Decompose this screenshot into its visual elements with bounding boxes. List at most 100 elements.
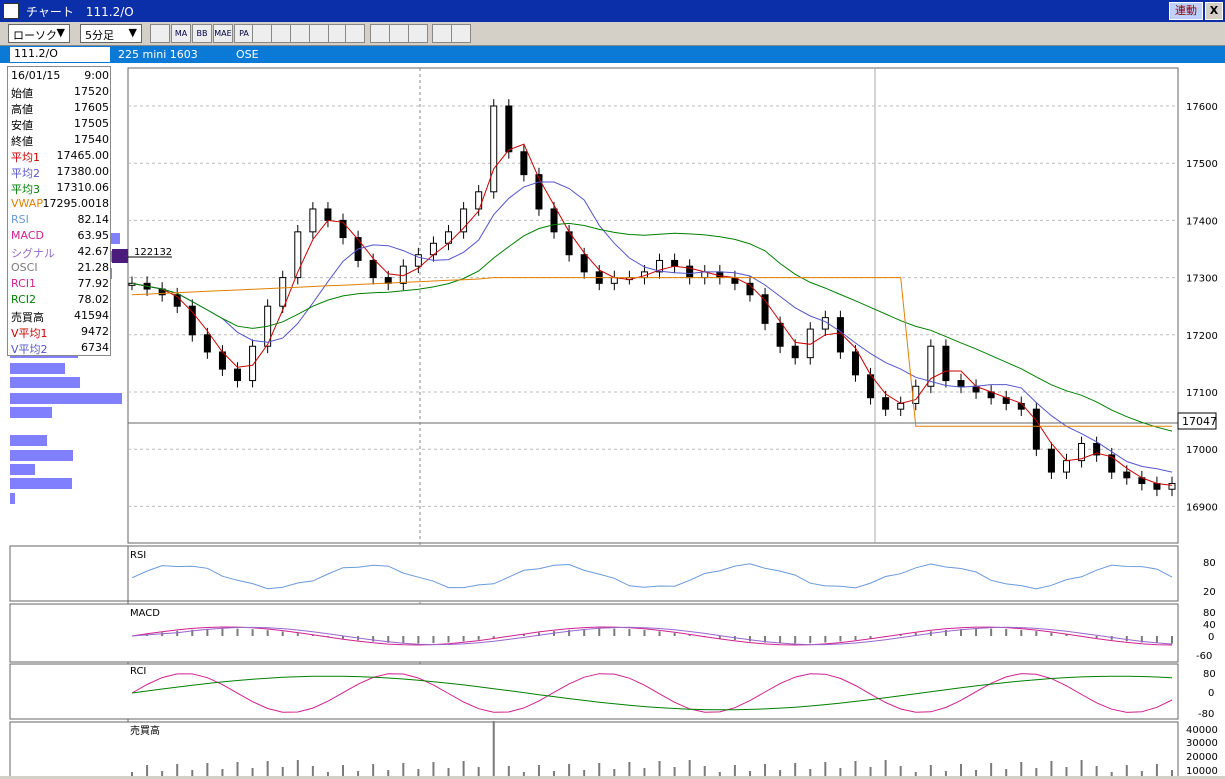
chevron-down-icon: ▼ bbox=[57, 26, 65, 39]
macd-histogram-bar bbox=[1020, 630, 1022, 636]
candle-body bbox=[250, 346, 256, 380]
volume-bar bbox=[809, 769, 811, 776]
macd-histogram-bar bbox=[870, 636, 872, 638]
data-panel-key: OSCI bbox=[11, 261, 38, 274]
symbol-label: 111.2/O bbox=[10, 47, 110, 62]
macd-histogram-bar bbox=[719, 636, 721, 638]
data-panel-key: RSI bbox=[11, 213, 29, 226]
volume-bar bbox=[975, 770, 977, 776]
chart-type-dropdown[interactable]: ローソク ▼ bbox=[8, 24, 70, 43]
macd-histogram-bar bbox=[417, 636, 419, 643]
volume-profile-bar bbox=[10, 478, 72, 489]
volume-bar bbox=[1156, 764, 1158, 776]
macd-histogram-bar bbox=[402, 636, 404, 643]
candle-body bbox=[325, 209, 331, 220]
candle-body bbox=[310, 209, 316, 232]
macd-histogram-bar bbox=[824, 636, 826, 643]
search-icon[interactable] bbox=[309, 24, 329, 43]
vol-tick-20000: 20000 bbox=[1186, 752, 1218, 763]
price-tick-label: 17100 bbox=[1186, 388, 1218, 399]
volume-bar bbox=[131, 772, 133, 776]
split-icon[interactable] bbox=[345, 24, 365, 43]
volume-bar bbox=[312, 766, 314, 776]
fibonacci-icon[interactable] bbox=[451, 24, 471, 43]
bb-button[interactable]: BB bbox=[192, 24, 212, 43]
chart-svg[interactable]: 1760017500174001730017200171001700016900… bbox=[0, 63, 1225, 776]
data-panel-value: 41594 bbox=[74, 309, 109, 322]
crosshair-icon[interactable] bbox=[271, 24, 291, 43]
volume-bar bbox=[960, 764, 962, 776]
data-panel-value: 9:00 bbox=[84, 69, 109, 82]
linked-button[interactable]: 連動 bbox=[1169, 2, 1203, 20]
interval-dropdown[interactable]: 5分足 ▼ bbox=[80, 24, 142, 43]
close-button[interactable]: X bbox=[1205, 2, 1223, 20]
eraser-icon[interactable] bbox=[408, 24, 428, 43]
exchange-label: OSE bbox=[236, 48, 259, 61]
macd-histogram-bar bbox=[1126, 636, 1128, 641]
trend-icon[interactable] bbox=[252, 24, 272, 43]
data-panel-key: 16/01/15 bbox=[11, 69, 60, 82]
data-panel-value: 78.02 bbox=[78, 293, 110, 306]
data-panel-value: 6734 bbox=[81, 341, 109, 354]
ma-button[interactable]: MA bbox=[171, 24, 191, 43]
data-panel-key: MACD bbox=[11, 229, 44, 242]
volume-bar bbox=[387, 770, 389, 776]
macd-histogram-bar bbox=[779, 636, 781, 643]
gear-icon[interactable] bbox=[432, 24, 452, 43]
volume-bar bbox=[1050, 761, 1052, 776]
candle-body bbox=[581, 255, 587, 272]
volume-bar bbox=[493, 721, 495, 776]
macd-histogram-bar bbox=[613, 629, 615, 636]
volume-bar bbox=[613, 769, 615, 776]
zoom-icon[interactable] bbox=[290, 24, 310, 43]
vol-tick-30000: 30000 bbox=[1186, 738, 1218, 749]
candle-body bbox=[521, 152, 527, 175]
tool-settings-button[interactable] bbox=[150, 24, 170, 43]
macd-histogram-bar bbox=[1171, 636, 1173, 643]
macd-histogram-bar bbox=[176, 631, 178, 636]
volume-profile-bar bbox=[10, 493, 15, 504]
pa-button[interactable]: PA bbox=[234, 24, 254, 43]
candle-body bbox=[204, 335, 210, 352]
mae-button[interactable]: MAE bbox=[213, 24, 233, 43]
volume-bar bbox=[794, 763, 796, 776]
volume-bar bbox=[764, 764, 766, 776]
contract-label: 225 mini 1603 bbox=[118, 48, 198, 61]
candle-body bbox=[1063, 461, 1069, 472]
macd-histogram-bar bbox=[282, 632, 284, 636]
pen-icon[interactable] bbox=[370, 24, 390, 43]
macd-tick-0: 0 bbox=[1208, 632, 1214, 643]
candle-body bbox=[491, 106, 497, 192]
volume-bar bbox=[870, 767, 872, 776]
data-panel-key: 高値 bbox=[11, 101, 33, 117]
macd-histogram-bar bbox=[809, 636, 811, 643]
volume-bar bbox=[779, 770, 781, 776]
data-panel-value: 17380.00 bbox=[57, 165, 110, 178]
volume-bar bbox=[854, 761, 856, 776]
data-panel-key: VWAP bbox=[11, 197, 43, 210]
macd-histogram-bar bbox=[628, 629, 630, 636]
volume-profile-bar bbox=[10, 393, 122, 404]
data-panel-value: 17505 bbox=[74, 117, 109, 130]
volume-bar bbox=[1035, 768, 1037, 776]
volume-bar bbox=[282, 767, 284, 776]
volume-bar bbox=[930, 765, 932, 776]
volume-bar bbox=[1065, 767, 1067, 776]
volume-bar bbox=[206, 763, 208, 776]
rci-tick-80: 80 bbox=[1203, 669, 1216, 680]
macd-histogram-bar bbox=[221, 629, 223, 636]
macd-histogram-bar bbox=[252, 629, 254, 636]
volume-bar bbox=[237, 762, 239, 776]
data-panel-value: 17520 bbox=[74, 85, 109, 98]
volume-bar bbox=[839, 768, 841, 776]
price-tick-label: 17600 bbox=[1186, 102, 1218, 113]
macd-histogram-bar bbox=[297, 633, 299, 636]
macd-histogram-bar bbox=[674, 633, 676, 636]
cursor-icon[interactable] bbox=[389, 24, 409, 43]
rci-tick-0: 0 bbox=[1208, 688, 1214, 699]
macd-histogram-bar bbox=[448, 636, 450, 642]
